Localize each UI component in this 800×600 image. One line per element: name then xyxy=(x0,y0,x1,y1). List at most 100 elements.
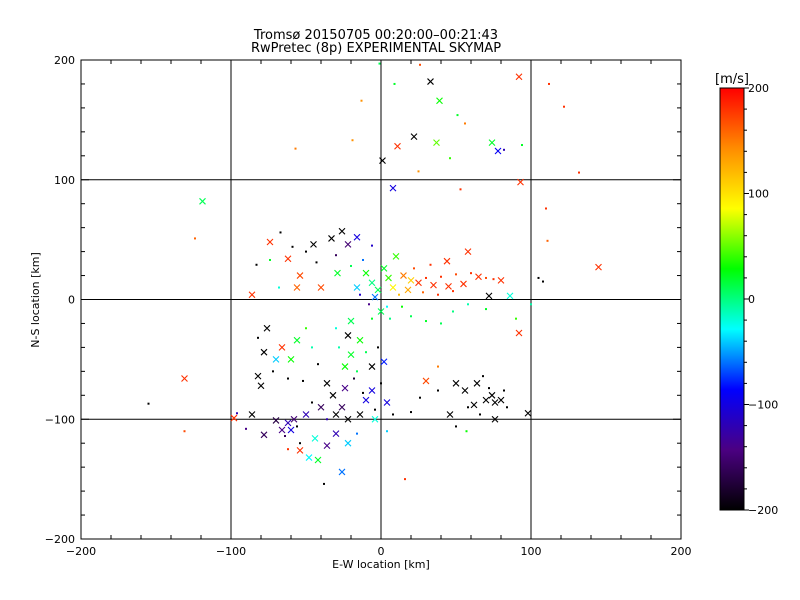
data-point-x xyxy=(290,415,298,423)
data-point-x xyxy=(230,414,238,422)
data-point-x xyxy=(491,399,499,406)
data-point-dot xyxy=(335,327,337,330)
colorbar-tick-label: −200 xyxy=(748,504,778,517)
data-point-x xyxy=(394,142,401,150)
data-point-x xyxy=(263,324,271,332)
y-axis-label: N-S location [km] xyxy=(29,252,42,348)
data-point-dot xyxy=(542,280,544,283)
data-point-x xyxy=(400,272,407,279)
y-tick-label: 200 xyxy=(54,54,75,67)
data-point-dot xyxy=(245,427,247,430)
data-point-dot xyxy=(386,305,388,308)
data-point-dot xyxy=(335,254,337,257)
data-point-dot xyxy=(425,276,427,279)
data-point-x xyxy=(334,269,341,277)
data-point-x xyxy=(427,78,434,85)
data-point-x xyxy=(422,377,430,385)
data-point-x xyxy=(293,284,301,291)
data-point-x xyxy=(374,286,382,294)
data-point-dot xyxy=(371,244,373,247)
data-point-x xyxy=(266,238,274,246)
data-point-dot xyxy=(317,363,319,366)
data-point-x xyxy=(482,396,490,404)
axis-ticks xyxy=(80,59,682,540)
data-point-dot xyxy=(255,263,258,266)
chart-subtitle: RwPretec (8p) EXPERIMENTAL SKYMAP xyxy=(251,41,501,56)
data-point-dot xyxy=(503,389,505,392)
x-tick-label: 0 xyxy=(378,545,385,558)
data-point-dot xyxy=(467,406,469,409)
data-point-dot xyxy=(470,272,472,275)
data-points xyxy=(147,62,602,485)
data-point-dot xyxy=(464,122,466,125)
data-point-dot xyxy=(302,379,304,382)
data-point-dot xyxy=(459,188,462,191)
data-point-dot xyxy=(284,435,286,438)
data-point-dot xyxy=(371,317,373,320)
data-point-x xyxy=(341,363,349,370)
data-point-x xyxy=(314,456,322,464)
data-point-dot xyxy=(419,63,421,66)
data-point-x xyxy=(430,281,437,289)
data-point-dot xyxy=(410,315,412,318)
data-point-dot xyxy=(365,351,367,354)
y-tick-label: 100 xyxy=(54,174,75,187)
data-point-dot xyxy=(485,308,487,311)
data-point-dot xyxy=(380,382,382,385)
data-point-dot xyxy=(503,148,505,151)
data-point-x xyxy=(517,178,524,186)
data-point-dot xyxy=(492,278,495,281)
data-point-x xyxy=(323,442,331,449)
data-point-dot xyxy=(455,425,457,428)
data-point-x xyxy=(473,379,481,387)
colorbar-tick-label: 0 xyxy=(748,293,755,306)
data-point-dot xyxy=(482,375,484,378)
data-point-dot xyxy=(305,250,307,253)
data-point-x xyxy=(341,384,349,392)
x-tick-labels: −200 −100 0 100 200 xyxy=(66,545,692,558)
data-point-x xyxy=(488,139,496,147)
data-point-dot xyxy=(377,346,379,349)
data-point-dot xyxy=(465,430,468,433)
data-point-dot xyxy=(291,245,294,248)
x-tick-label: 100 xyxy=(521,545,542,558)
data-point-x xyxy=(248,411,256,418)
colorbar-tick-label: −100 xyxy=(748,399,778,412)
data-point-dot xyxy=(311,401,313,404)
data-point-dot xyxy=(419,396,421,399)
data-point-x xyxy=(353,284,361,291)
data-point-dot xyxy=(353,377,355,380)
y-tick-label: −100 xyxy=(45,413,75,426)
data-point-dot xyxy=(449,157,451,160)
data-point-x xyxy=(284,255,292,263)
data-point-x xyxy=(305,454,313,461)
data-point-x xyxy=(407,276,415,284)
y-tick-label: 0 xyxy=(68,294,75,307)
data-point-x xyxy=(248,291,256,299)
data-point-dot xyxy=(401,305,403,308)
data-point-x xyxy=(445,282,452,290)
data-point-dot xyxy=(278,286,280,289)
data-point-x xyxy=(433,139,440,147)
data-point-x xyxy=(371,415,379,423)
data-point-x xyxy=(302,411,310,418)
data-point-dot xyxy=(437,389,439,392)
data-point-dot xyxy=(392,413,394,416)
colorbar xyxy=(719,87,745,511)
data-point-x xyxy=(278,344,286,351)
data-point-x xyxy=(362,269,370,277)
data-point-dot xyxy=(315,261,318,264)
data-point-dot xyxy=(578,171,580,174)
data-point-x xyxy=(287,355,295,363)
y-tick-labels: −200 −100 0 100 200 xyxy=(45,54,75,546)
data-point-dot xyxy=(257,336,259,339)
data-point-x xyxy=(332,411,340,418)
data-point-x xyxy=(475,273,482,281)
data-point-x xyxy=(485,292,493,300)
data-point-dot xyxy=(272,370,274,373)
data-point-dot xyxy=(452,290,454,293)
data-point-dot xyxy=(467,303,469,306)
data-point-x xyxy=(293,336,301,344)
data-point-dot xyxy=(311,346,313,349)
data-point-x xyxy=(344,332,352,339)
